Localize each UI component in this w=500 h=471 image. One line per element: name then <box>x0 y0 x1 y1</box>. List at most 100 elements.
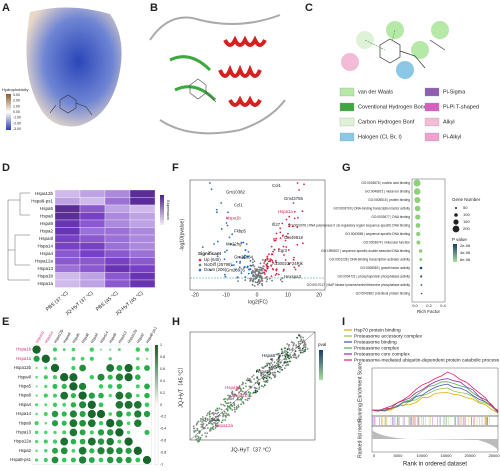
point <box>238 385 241 387</box>
corr-dot <box>60 437 69 446</box>
point <box>259 281 261 283</box>
corr-dot <box>97 373 105 381</box>
point <box>235 389 238 392</box>
corr-dot <box>44 366 48 370</box>
heat-cell <box>129 234 156 243</box>
gene-label: Hspa5 <box>256 369 270 374</box>
x-tick-label: 20000 <box>464 453 476 458</box>
point <box>281 277 284 279</box>
point <box>212 425 215 428</box>
point <box>254 389 257 392</box>
heat-cell <box>104 264 131 273</box>
point <box>249 280 251 282</box>
corr-dot <box>44 449 48 453</box>
point <box>249 260 252 262</box>
scale-tick: -0.6 <box>160 439 166 443</box>
point <box>228 236 231 239</box>
point <box>195 438 198 441</box>
corr-dot <box>142 455 152 465</box>
point <box>270 245 273 248</box>
legend-swatch <box>339 102 355 112</box>
corr-dot <box>89 374 95 380</box>
corr-dot <box>71 365 76 371</box>
size-key <box>455 207 457 209</box>
row-label: Hspa1a <box>37 281 53 286</box>
scale-tick: 0.8 <box>160 355 165 359</box>
point <box>271 261 274 264</box>
row-label: Hspa2 <box>40 228 54 233</box>
corr-dot <box>144 402 150 408</box>
corr-dot <box>98 402 104 408</box>
point <box>299 347 302 350</box>
point <box>268 366 271 369</box>
point <box>209 182 211 184</box>
panel-label: E <box>2 316 9 328</box>
corr-dot <box>79 410 86 418</box>
corr-dot <box>43 393 48 398</box>
point <box>274 367 276 370</box>
point <box>260 374 263 377</box>
point <box>236 276 239 279</box>
legend-label: Alkyl <box>443 119 455 125</box>
point <box>265 264 268 266</box>
term-label: GO:0001228 | DNA-binding transcription a… <box>329 257 410 261</box>
point <box>256 390 259 393</box>
point <box>278 359 280 362</box>
point <box>291 348 293 351</box>
point <box>275 353 278 356</box>
colorbar <box>319 350 323 380</box>
point <box>220 421 223 424</box>
y-axis-label: JQ-HyT（45 °C） <box>177 364 184 408</box>
legend-tick: -3.00 <box>13 127 21 131</box>
point <box>249 380 251 383</box>
heat-cell <box>54 204 81 213</box>
gene-label: Ccl1 <box>234 203 243 208</box>
scale-tick: 0.2 <box>160 391 165 395</box>
panel-label: H <box>172 316 180 328</box>
dot <box>415 214 421 220</box>
x-axis-label: Rich Factor <box>417 309 441 314</box>
corr-dot <box>135 365 140 371</box>
heat-cell <box>79 279 106 288</box>
point <box>275 261 278 264</box>
point <box>206 427 209 430</box>
corr-dot <box>89 347 94 352</box>
point <box>241 397 244 399</box>
point <box>214 419 216 422</box>
legend-tick: 3.00 <box>13 93 20 97</box>
point <box>262 267 265 270</box>
term-label: GO:0000978 | RNA polymerase II cis-regul… <box>288 223 410 227</box>
col-label: Hspa9 <box>108 332 117 344</box>
corr-dot <box>116 456 123 464</box>
x-tick-label: 15000 <box>440 453 452 458</box>
corr-dot <box>115 400 124 409</box>
point <box>242 402 245 405</box>
heat-cell <box>129 204 156 213</box>
corr-dot <box>98 384 104 389</box>
point <box>246 255 249 258</box>
point <box>290 341 293 343</box>
col-label: Hspa12b <box>53 329 64 344</box>
point <box>261 284 264 287</box>
corr-dot <box>51 456 59 464</box>
point <box>288 343 291 346</box>
point <box>285 361 287 364</box>
col-label: Hspa8-ps1 <box>145 326 158 344</box>
point <box>298 265 300 267</box>
heat-cell <box>104 279 131 288</box>
point <box>264 381 267 384</box>
point <box>210 188 213 191</box>
point <box>293 210 296 213</box>
legend-tick: 1.00 <box>13 104 20 108</box>
corr-dot <box>34 439 39 444</box>
size-key <box>453 219 459 225</box>
corr-dot <box>69 382 78 391</box>
size-tick: 200 <box>463 226 470 231</box>
point <box>214 412 217 415</box>
ranked-metric <box>372 430 498 450</box>
corr-dot <box>35 412 38 416</box>
point <box>222 415 224 418</box>
heat-cell <box>104 227 131 236</box>
heat-cell <box>54 227 81 236</box>
